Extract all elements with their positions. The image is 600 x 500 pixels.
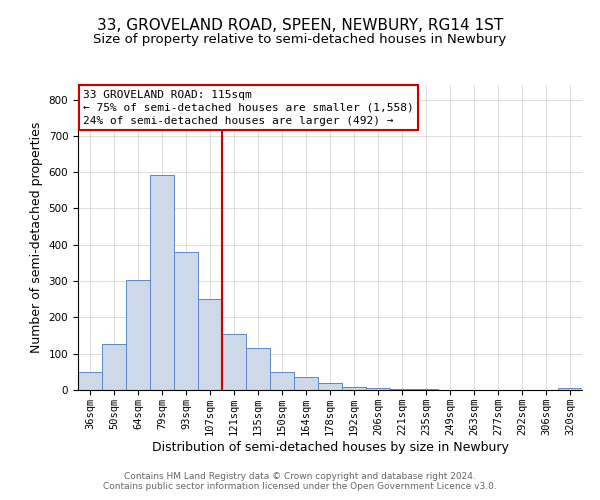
Bar bbox=[78, 372, 102, 390]
Bar bbox=[294, 378, 318, 390]
Text: Size of property relative to semi-detached houses in Newbury: Size of property relative to semi-detach… bbox=[94, 32, 506, 46]
Bar bbox=[366, 388, 390, 390]
Text: 33 GROVELAND ROAD: 115sqm
← 75% of semi-detached houses are smaller (1,558)
24% : 33 GROVELAND ROAD: 115sqm ← 75% of semi-… bbox=[83, 90, 414, 126]
Text: 33, GROVELAND ROAD, SPEEN, NEWBURY, RG14 1ST: 33, GROVELAND ROAD, SPEEN, NEWBURY, RG14… bbox=[97, 18, 503, 32]
Bar bbox=[246, 348, 270, 390]
Bar bbox=[126, 280, 150, 390]
Bar bbox=[342, 387, 366, 390]
Y-axis label: Number of semi-detached properties: Number of semi-detached properties bbox=[30, 122, 43, 353]
Bar bbox=[198, 298, 222, 390]
X-axis label: Distribution of semi-detached houses by size in Newbury: Distribution of semi-detached houses by … bbox=[152, 440, 508, 454]
Bar bbox=[270, 372, 294, 390]
Bar bbox=[318, 382, 342, 390]
Text: Contains HM Land Registry data © Crown copyright and database right 2024.: Contains HM Land Registry data © Crown c… bbox=[124, 472, 476, 481]
Bar bbox=[102, 344, 126, 390]
Bar bbox=[222, 334, 246, 390]
Text: Contains public sector information licensed under the Open Government Licence v3: Contains public sector information licen… bbox=[103, 482, 497, 491]
Bar bbox=[174, 252, 198, 390]
Bar bbox=[150, 175, 174, 390]
Bar bbox=[390, 389, 414, 390]
Bar bbox=[558, 388, 582, 390]
